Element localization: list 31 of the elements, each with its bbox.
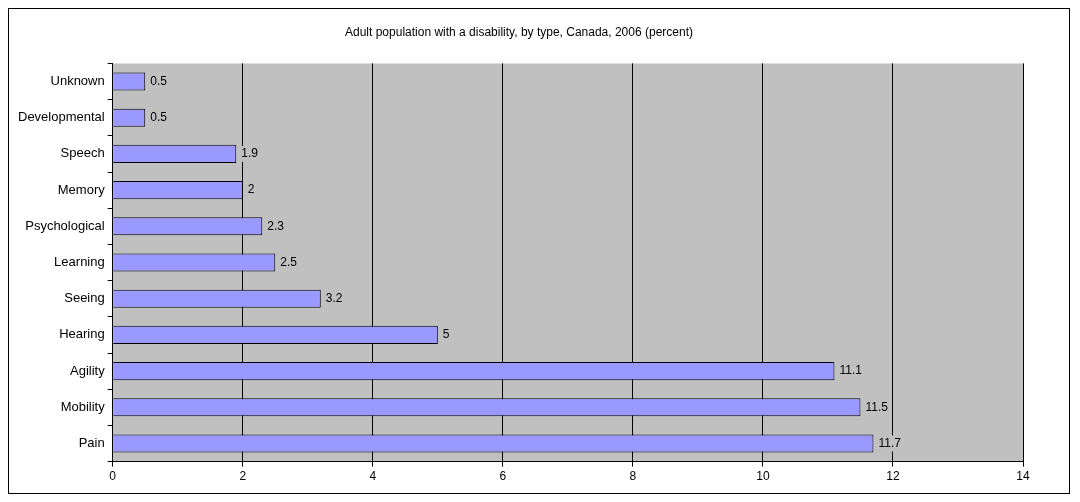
- x-tick-label: 2: [239, 469, 247, 484]
- data-label: 11.7: [878, 435, 902, 450]
- y-tick-label: Speech: [60, 145, 105, 161]
- x-tick-label: 10: [756, 469, 770, 484]
- y-tick-label: Psychological: [25, 217, 105, 233]
- y-tick-label: Pain: [78, 435, 105, 451]
- y-tick-label: Hearing: [59, 326, 105, 342]
- y-tick-label: Memory: [57, 181, 106, 197]
- data-label: 1.9: [241, 146, 259, 161]
- y-tick-label: Unknown: [50, 73, 105, 89]
- x-tick-label: 6: [499, 469, 507, 484]
- x-tick-label: 4: [369, 469, 377, 484]
- data-label: 2.3: [267, 218, 285, 233]
- y-tick-label: Learning: [54, 254, 105, 270]
- data-label: 5: [442, 327, 450, 342]
- x-tick-label: 14: [1016, 469, 1030, 484]
- chart-title: Adult population with a disability, by type, Canada, 2006 (percent): [345, 24, 693, 39]
- data-label: 2.5: [280, 254, 298, 269]
- data-label: 3.2: [325, 291, 343, 306]
- y-tick-label: Seeing: [64, 290, 105, 306]
- data-label: 0.5: [150, 110, 168, 125]
- x-tick-label: 0: [109, 469, 117, 484]
- data-label: 11.5: [865, 399, 889, 414]
- x-tick-label: 12: [886, 469, 900, 484]
- y-tick-label: Agility: [70, 362, 106, 378]
- y-tick-label: Developmental: [18, 109, 105, 125]
- y-tick-label: Mobility: [60, 398, 106, 414]
- data-label: 2: [247, 182, 255, 197]
- data-label: 11.1: [839, 363, 863, 378]
- x-tick-label: 8: [629, 469, 637, 484]
- data-label: 0.5: [150, 73, 168, 88]
